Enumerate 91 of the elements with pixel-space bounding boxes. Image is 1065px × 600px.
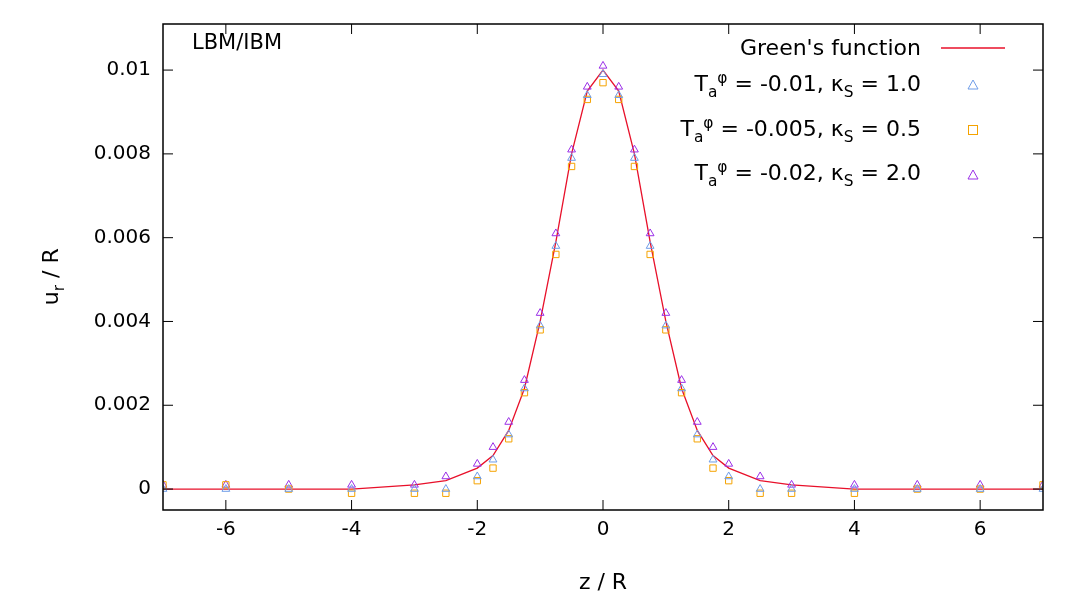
point (630, 162, 639, 171)
point (787, 479, 796, 488)
point (567, 144, 576, 153)
point (410, 479, 419, 488)
point (912, 479, 922, 488)
point (787, 489, 796, 497)
point (630, 144, 639, 153)
point (582, 81, 592, 90)
y-tick-label: 0.008 (93, 140, 151, 165)
point (725, 476, 733, 485)
point (567, 153, 576, 161)
point (662, 326, 670, 334)
point (692, 429, 702, 438)
x-tick-label: 2 (722, 516, 736, 541)
point (975, 479, 985, 488)
point (535, 320, 545, 329)
point (677, 389, 686, 397)
y-tick-label: 0 (138, 475, 151, 500)
point (724, 471, 734, 480)
point (614, 81, 624, 90)
y-tick-label: 0.006 (93, 223, 151, 248)
point (709, 464, 717, 472)
legend-label: T$_{a}$$^{φ}$ = -0.01, κ$_{S}$ = 1.0 (694, 68, 921, 103)
y-tick-label: 0.004 (93, 307, 151, 332)
x-tick-label: 6 (973, 516, 987, 541)
point (755, 484, 765, 492)
point (472, 458, 482, 467)
point (472, 471, 482, 480)
point (347, 489, 356, 497)
point (693, 435, 701, 443)
point (520, 389, 529, 397)
point (615, 95, 623, 104)
point (284, 479, 294, 488)
point (599, 78, 607, 87)
point (552, 250, 560, 259)
legend-label: Green's function (740, 34, 921, 62)
y-tick-label: 0.002 (93, 391, 151, 416)
point (504, 429, 514, 438)
x-tick-label: -4 (341, 516, 362, 541)
point (645, 241, 655, 249)
point (520, 375, 529, 383)
point (551, 228, 561, 237)
point (598, 60, 608, 69)
point (850, 484, 859, 492)
x-tick-label: -2 (467, 516, 488, 541)
point (787, 484, 796, 492)
point (645, 228, 655, 237)
point (755, 471, 765, 480)
point (347, 484, 356, 492)
x-tick-label: 4 (848, 516, 861, 541)
annotation: LBM/IBM (192, 30, 283, 54)
point (347, 479, 356, 488)
point (567, 162, 576, 171)
x-axis-title: z / R (578, 568, 628, 594)
y-tick-label: 0.01 (106, 56, 151, 81)
legend-label: T$_{a}$$^{φ}$ = -0.02, κ$_{S}$ = 2.0 (694, 157, 921, 193)
point (692, 417, 702, 425)
point (441, 484, 451, 492)
point (724, 458, 734, 467)
point (661, 308, 671, 316)
point (488, 454, 498, 463)
point (646, 250, 654, 259)
x-tick-label: -6 (215, 516, 236, 541)
legend-label: T$_{a}$$^{φ}$ = -0.005, κ$_{S}$ = 0.5 (680, 112, 921, 148)
point (598, 69, 608, 78)
point (520, 383, 529, 392)
point (504, 417, 514, 425)
point (583, 95, 591, 104)
x-tick-label: 0 (596, 516, 610, 541)
point (536, 326, 544, 334)
point (708, 454, 718, 463)
point (442, 489, 450, 497)
point (535, 308, 545, 316)
point (489, 464, 497, 472)
point (677, 383, 686, 392)
point (441, 471, 451, 480)
point (630, 153, 639, 161)
point (410, 489, 419, 497)
point (614, 90, 624, 98)
point (850, 479, 859, 488)
point (488, 442, 498, 450)
point (850, 489, 859, 497)
point (708, 442, 718, 450)
point (756, 489, 764, 497)
point (661, 320, 671, 329)
point (473, 476, 481, 485)
point (551, 241, 561, 249)
point (582, 90, 592, 98)
point (505, 435, 513, 443)
point (677, 375, 686, 383)
point (410, 484, 419, 492)
